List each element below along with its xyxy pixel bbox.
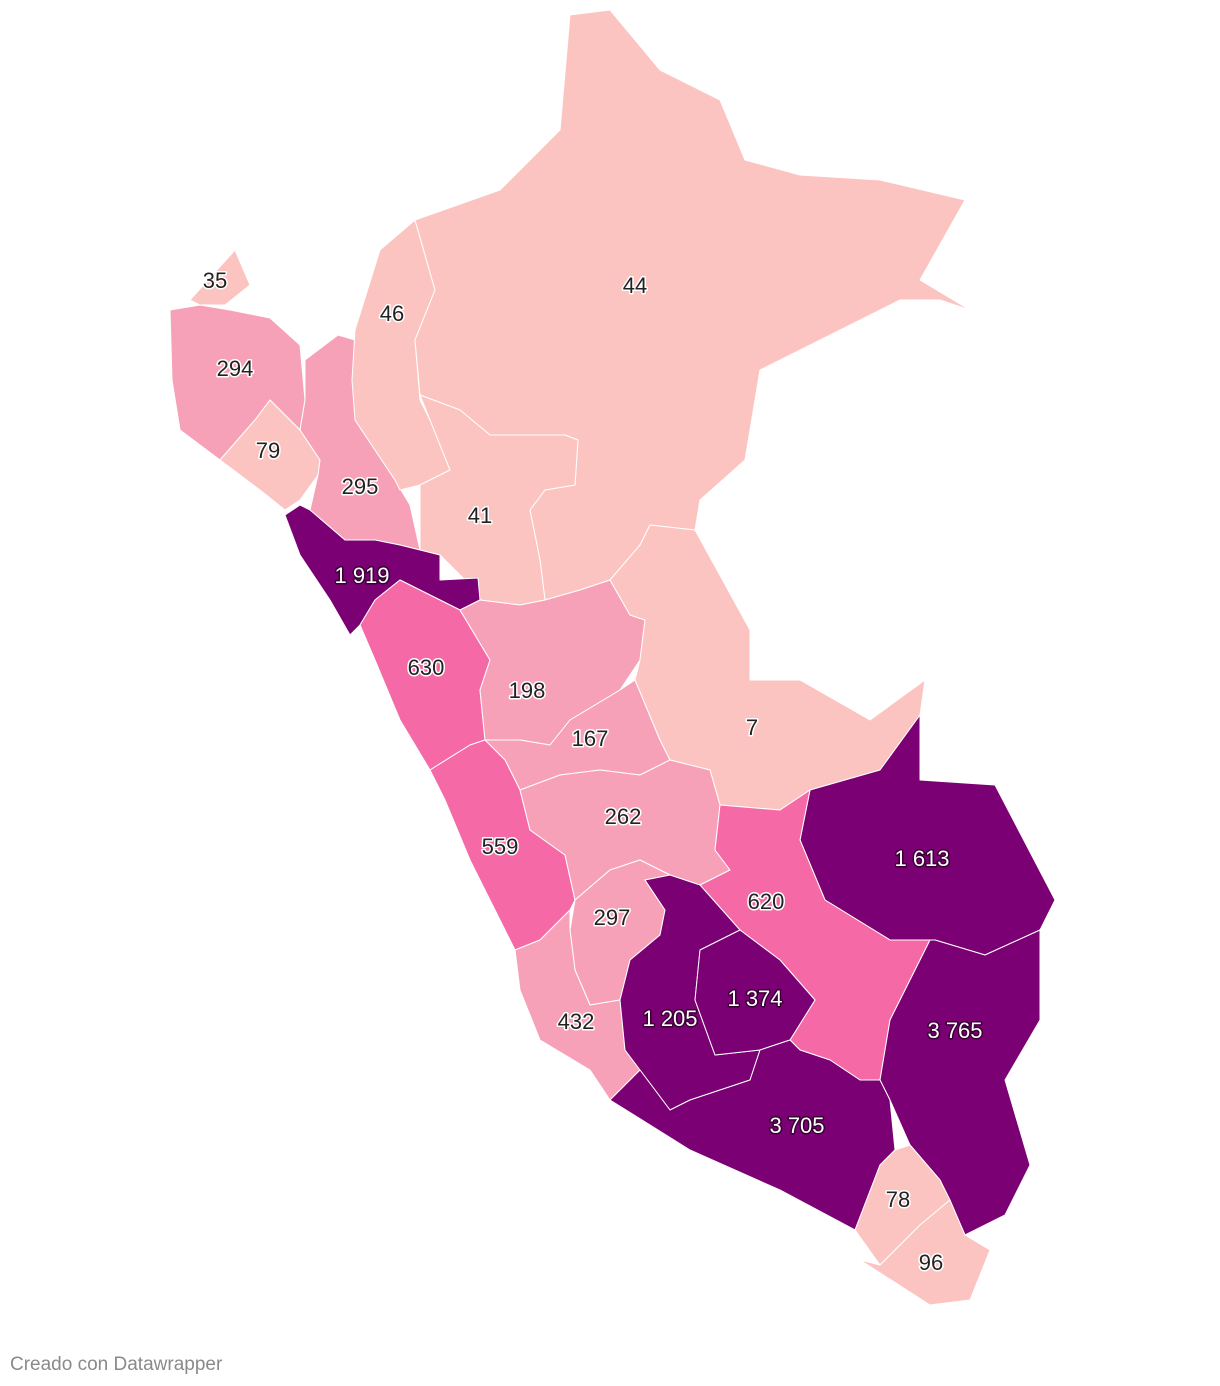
region <box>609 1039 896 1231</box>
region-value-label: 297 <box>594 905 631 930</box>
credit: Creado con Datawrapper <box>10 1354 223 1375</box>
region-value-label: 620 <box>748 889 785 914</box>
region-value-label: 1 374 <box>727 986 782 1011</box>
region-value-label: 167 <box>572 726 609 751</box>
labels: 35 294 79 295 46 44 41 1 919 630 198 167 7 559 262 1 6… <box>201 266 984 1276</box>
region-value-label: 7 <box>746 715 758 740</box>
region-value-label: 41 <box>468 503 492 528</box>
region-value-label: 35 <box>203 268 227 293</box>
region-value-label: 1 919 <box>334 563 389 588</box>
region-value-label: 432 <box>558 1009 595 1034</box>
region <box>189 249 251 306</box>
region-value-label: 79 <box>256 438 280 463</box>
region-value-label: 44 <box>623 273 647 298</box>
region-value-label: 295 <box>342 474 379 499</box>
region-value-label: 96 <box>919 1250 943 1275</box>
region-value-label: 262 <box>605 804 642 829</box>
region-value-label: 3 765 <box>927 1018 982 1043</box>
region-value-label: 559 <box>482 834 519 859</box>
region-value-label: 198 <box>509 678 546 703</box>
region-value-label: 46 <box>380 301 404 326</box>
region-value-label: 3 705 <box>769 1113 824 1138</box>
region-value-label: 1 205 <box>642 1006 697 1031</box>
region-value-label: 630 <box>408 655 445 680</box>
region <box>859 1199 991 1306</box>
region-value-label: 1 613 <box>894 846 949 871</box>
regions <box>169 9 1056 1306</box>
region <box>284 504 481 636</box>
region-value-label: 78 <box>886 1187 910 1212</box>
region-value-label: 294 <box>217 356 254 381</box>
